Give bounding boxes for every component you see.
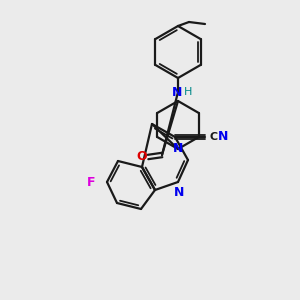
Text: N: N xyxy=(173,142,183,154)
Text: C: C xyxy=(209,132,217,142)
Text: H: H xyxy=(184,87,192,97)
Text: N: N xyxy=(218,130,228,143)
Text: O: O xyxy=(137,149,147,163)
Text: N: N xyxy=(172,85,182,98)
Text: N: N xyxy=(174,187,184,200)
Text: F: F xyxy=(87,176,95,188)
